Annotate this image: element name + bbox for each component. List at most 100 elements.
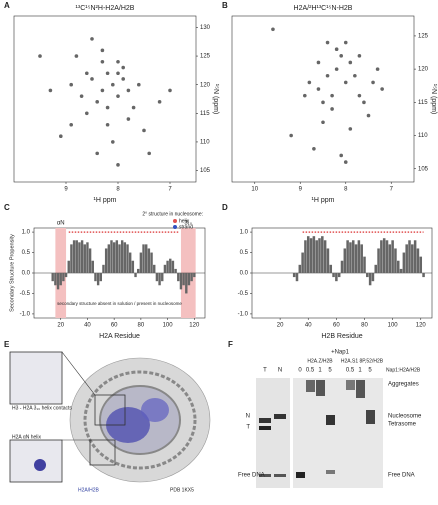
x-axis-label: H2B Residue bbox=[321, 333, 362, 340]
peak bbox=[362, 100, 366, 105]
legend-title: 2° structure in nucleosome: bbox=[142, 211, 203, 217]
peak bbox=[69, 122, 73, 127]
bar bbox=[166, 260, 169, 273]
peak bbox=[343, 160, 348, 164]
peak bbox=[85, 111, 89, 116]
y-tick-label: 130 bbox=[200, 25, 211, 31]
annotation: secondary structure absent in solution /… bbox=[57, 301, 182, 306]
peak bbox=[316, 87, 321, 91]
bar bbox=[134, 273, 137, 278]
peak bbox=[95, 100, 99, 104]
gel-band-label: N bbox=[246, 414, 250, 420]
bar bbox=[380, 240, 383, 273]
peak bbox=[312, 147, 316, 151]
bar bbox=[312, 236, 316, 273]
bar bbox=[419, 256, 423, 273]
gel-lane-label: T bbox=[263, 368, 267, 374]
x-tick-label: 40 bbox=[84, 323, 91, 329]
bar bbox=[346, 240, 349, 273]
peak bbox=[69, 82, 73, 87]
structure-label: H3 - H2A 3₁₀ helix contacts bbox=[12, 405, 72, 411]
bar bbox=[301, 252, 304, 273]
peak bbox=[321, 120, 325, 125]
bar bbox=[67, 260, 70, 273]
region-label: αN bbox=[57, 221, 65, 227]
bar bbox=[110, 240, 113, 273]
bar bbox=[187, 273, 191, 286]
bar bbox=[399, 268, 403, 273]
y-axis-label: ¹⁵N (ppm) bbox=[212, 84, 219, 115]
gel-lane-label: N bbox=[278, 368, 282, 374]
x-tick-label: 9 bbox=[64, 187, 68, 193]
x-axis-label: ¹H ppm bbox=[94, 197, 117, 204]
peak bbox=[348, 127, 353, 131]
x-axis-label: H2A Residue bbox=[99, 333, 140, 340]
bar bbox=[120, 240, 124, 273]
structure-illustration bbox=[9, 351, 211, 483]
bar bbox=[321, 236, 324, 273]
peak bbox=[131, 105, 136, 110]
bar bbox=[96, 273, 100, 286]
x-tick-label: 10 bbox=[251, 187, 258, 193]
bar bbox=[142, 244, 145, 273]
x-tick-label: 9 bbox=[299, 187, 303, 193]
bar bbox=[99, 273, 102, 282]
peak bbox=[330, 107, 334, 111]
y-tick-label: 105 bbox=[200, 168, 211, 174]
gel-band-label: Free DNA bbox=[388, 473, 415, 479]
peak bbox=[116, 59, 120, 64]
bar bbox=[374, 264, 378, 273]
y-tick-label: 120 bbox=[200, 82, 211, 88]
bar bbox=[153, 264, 156, 273]
gel-lane-label: 5 bbox=[328, 368, 332, 374]
peak bbox=[100, 59, 105, 64]
peak bbox=[168, 88, 172, 93]
bar bbox=[416, 248, 420, 273]
bar bbox=[174, 268, 177, 273]
gel-lane-label: 0.5 bbox=[306, 368, 315, 374]
bar bbox=[396, 260, 400, 273]
peak bbox=[316, 60, 321, 65]
bar bbox=[295, 273, 299, 282]
bar bbox=[357, 240, 361, 273]
bar bbox=[185, 273, 188, 294]
peak bbox=[339, 153, 344, 158]
peak bbox=[59, 134, 63, 139]
bar bbox=[163, 264, 167, 273]
bar bbox=[382, 238, 386, 273]
bar bbox=[318, 238, 321, 273]
bar bbox=[75, 240, 78, 273]
bar bbox=[118, 244, 121, 273]
gel-lane-label: 1 bbox=[358, 368, 362, 374]
peak bbox=[147, 151, 151, 156]
x-tick-label: 20 bbox=[277, 323, 284, 329]
bar bbox=[104, 248, 108, 273]
peak bbox=[334, 47, 339, 51]
bar bbox=[115, 240, 119, 273]
gel-lane-label: 1 bbox=[318, 368, 322, 374]
peak bbox=[142, 128, 146, 133]
peak bbox=[375, 67, 380, 71]
bar bbox=[326, 248, 330, 273]
y-tick-label: -1.0 bbox=[20, 311, 31, 317]
bar bbox=[83, 244, 86, 273]
bar bbox=[411, 244, 414, 273]
gel-band-label: Free DNA bbox=[238, 473, 265, 479]
x-tick-label: 60 bbox=[333, 323, 340, 329]
peak bbox=[48, 88, 53, 93]
x-tick-label: 80 bbox=[361, 323, 368, 329]
bar bbox=[155, 273, 159, 282]
legend-swatch bbox=[173, 219, 177, 223]
peak bbox=[100, 48, 105, 53]
gel-band-label: Tetrasome bbox=[388, 422, 417, 428]
y-tick-label: 105 bbox=[418, 166, 429, 172]
panel-label: C bbox=[4, 203, 10, 212]
peak bbox=[339, 54, 344, 58]
y-tick-label: 110 bbox=[418, 133, 428, 139]
bar bbox=[147, 248, 151, 273]
x-tick-label: 20 bbox=[57, 323, 64, 329]
bar bbox=[128, 252, 132, 273]
peak bbox=[334, 67, 339, 71]
gel-group-label: H2A.Z/H2B bbox=[307, 358, 333, 364]
